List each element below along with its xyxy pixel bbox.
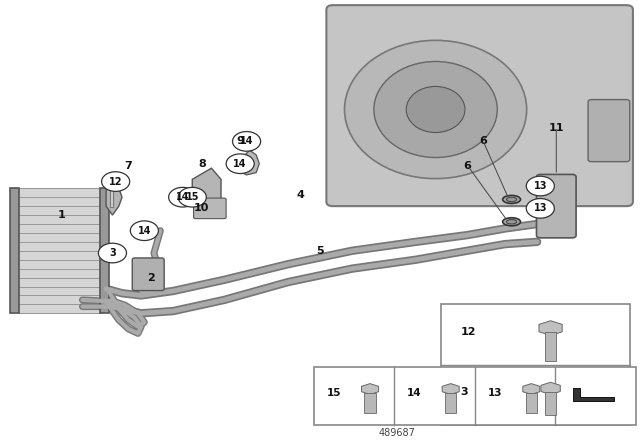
Polygon shape — [573, 388, 614, 401]
Text: 2: 2 — [147, 272, 155, 283]
Bar — [525, 393, 537, 413]
Circle shape — [226, 154, 254, 173]
Text: 1: 1 — [58, 210, 65, 220]
Circle shape — [526, 198, 554, 218]
Bar — [364, 393, 376, 413]
Text: 13: 13 — [534, 181, 547, 191]
Text: 5: 5 — [316, 246, 324, 256]
Text: 8: 8 — [198, 159, 205, 169]
Polygon shape — [523, 383, 540, 394]
Bar — [18, 188, 102, 313]
Circle shape — [99, 243, 127, 263]
Bar — [545, 392, 556, 415]
Text: 12: 12 — [109, 177, 122, 186]
Circle shape — [102, 172, 130, 191]
Ellipse shape — [506, 220, 516, 224]
Bar — [545, 332, 556, 361]
Text: 15: 15 — [186, 192, 199, 202]
Ellipse shape — [502, 218, 520, 226]
Ellipse shape — [506, 197, 516, 202]
Bar — [100, 188, 109, 313]
Polygon shape — [106, 179, 122, 215]
FancyBboxPatch shape — [588, 99, 630, 162]
FancyBboxPatch shape — [536, 174, 576, 238]
Ellipse shape — [344, 40, 527, 179]
Text: 3: 3 — [461, 388, 468, 397]
Text: 4: 4 — [297, 190, 305, 200]
Text: 14: 14 — [240, 136, 253, 146]
Text: 14: 14 — [176, 192, 189, 202]
Text: 12: 12 — [461, 327, 476, 337]
Polygon shape — [362, 383, 379, 394]
Circle shape — [526, 176, 554, 196]
Text: 6: 6 — [463, 161, 471, 171]
FancyBboxPatch shape — [193, 198, 226, 219]
Text: 15: 15 — [326, 388, 341, 398]
Text: 14: 14 — [407, 388, 422, 398]
Text: 13: 13 — [488, 388, 502, 398]
Text: 14: 14 — [138, 226, 151, 236]
Text: 14: 14 — [234, 159, 247, 169]
Ellipse shape — [502, 195, 520, 203]
Circle shape — [169, 187, 196, 207]
FancyBboxPatch shape — [326, 5, 633, 206]
Text: 7: 7 — [125, 161, 132, 171]
Text: 10: 10 — [194, 203, 209, 213]
Text: 489687: 489687 — [378, 428, 415, 439]
Bar — [10, 188, 19, 313]
Text: 9: 9 — [236, 136, 244, 146]
FancyBboxPatch shape — [442, 304, 630, 425]
Circle shape — [178, 187, 206, 207]
Polygon shape — [541, 382, 560, 395]
Circle shape — [232, 132, 260, 151]
Text: 13: 13 — [534, 203, 547, 213]
Ellipse shape — [406, 86, 465, 133]
FancyBboxPatch shape — [132, 258, 164, 291]
Circle shape — [131, 221, 159, 241]
Bar — [445, 393, 456, 413]
Polygon shape — [442, 383, 459, 394]
Text: 11: 11 — [548, 123, 564, 133]
FancyBboxPatch shape — [314, 367, 636, 425]
Ellipse shape — [374, 61, 497, 158]
Polygon shape — [192, 168, 221, 213]
Text: 3: 3 — [109, 248, 116, 258]
Polygon shape — [539, 321, 562, 336]
Polygon shape — [237, 151, 259, 175]
Text: 6: 6 — [479, 136, 487, 146]
